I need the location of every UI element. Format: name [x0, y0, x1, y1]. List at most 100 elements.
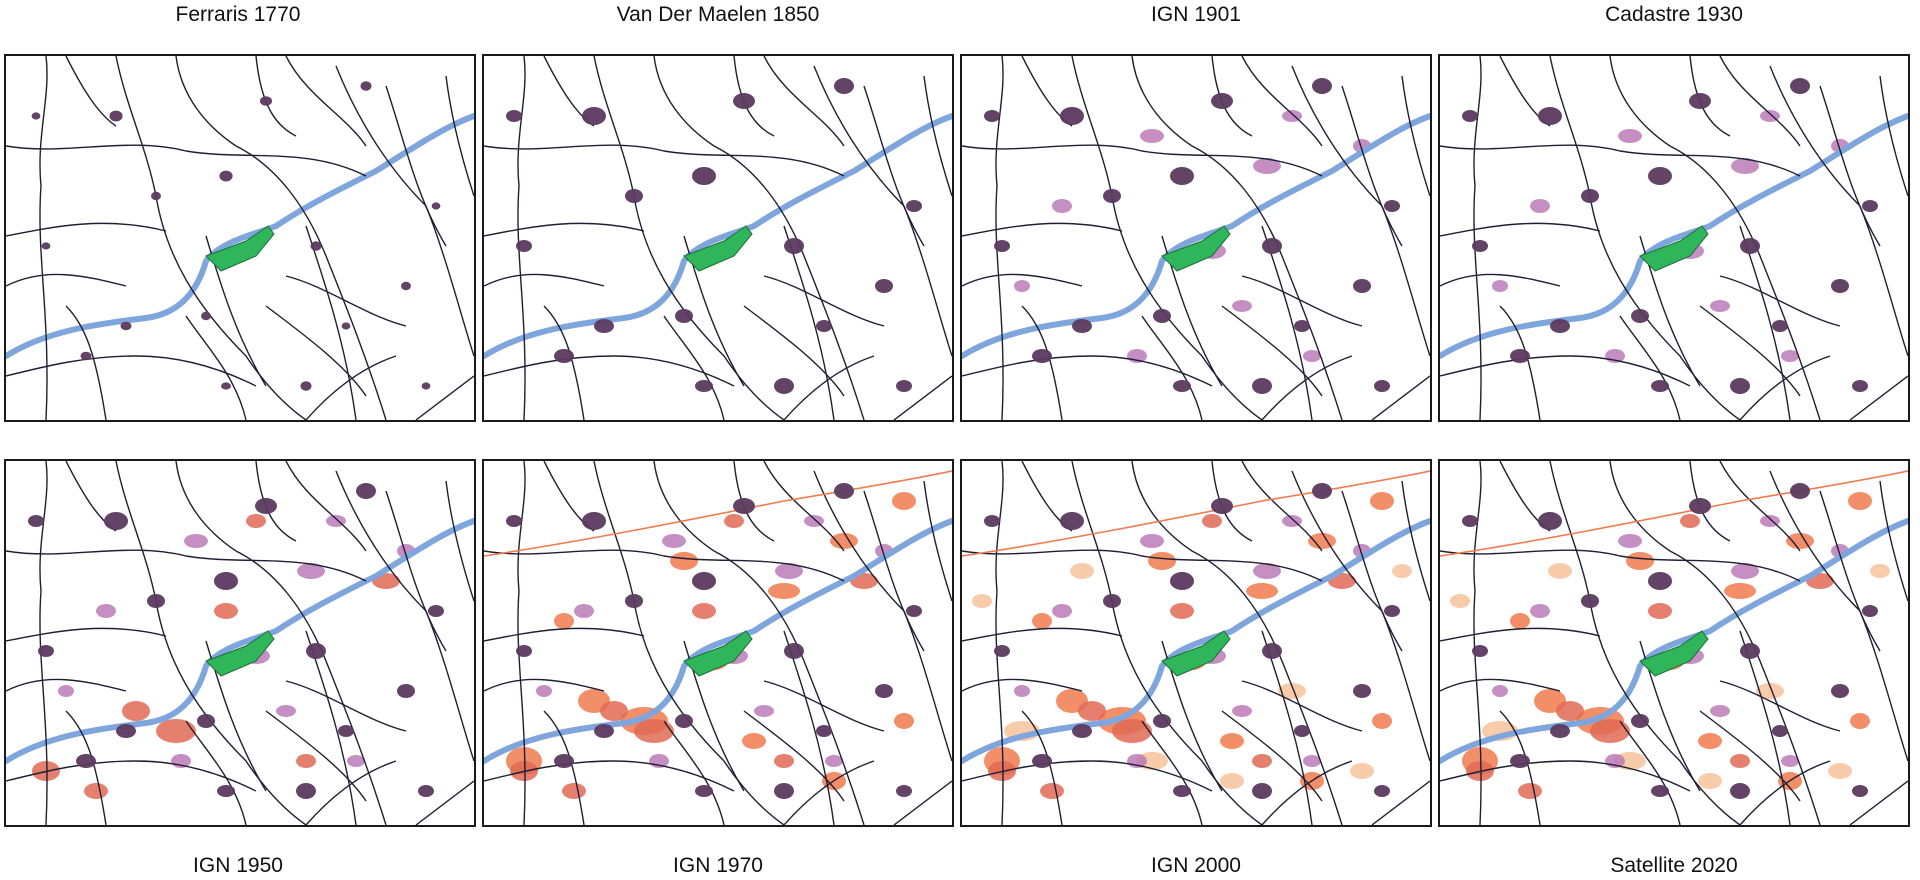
- historic-settlement: [1384, 200, 1400, 212]
- built-area-1970-2000: [1848, 492, 1872, 510]
- road: [115, 56, 157, 197]
- road: [995, 590, 1004, 825]
- built-area-1950: [1648, 603, 1672, 619]
- road: [1569, 355, 1691, 387]
- historic-settlement: [625, 189, 643, 203]
- town-centre: [1639, 630, 1709, 677]
- historic-settlement: [1689, 498, 1711, 514]
- road: [484, 760, 615, 782]
- built-area-1970-2000: [892, 492, 916, 510]
- built-area-1970-2000: [742, 733, 766, 749]
- historic-settlement: [214, 572, 238, 590]
- road: [1609, 56, 1671, 147]
- historic-settlement: [1550, 319, 1570, 333]
- road: [115, 461, 157, 602]
- historic-settlement: [116, 724, 136, 738]
- road: [923, 480, 952, 602]
- road: [1473, 185, 1482, 420]
- road: [1241, 275, 1363, 327]
- historic-settlement: [1170, 167, 1194, 185]
- road: [863, 85, 925, 247]
- historic-settlement: [1294, 725, 1310, 737]
- settlement-layer: [506, 483, 922, 799]
- historic-settlement: [338, 725, 354, 737]
- road: [65, 710, 107, 825]
- historic-settlement: [1353, 279, 1371, 293]
- historic-settlement: [1631, 714, 1649, 728]
- map-canvas: [484, 56, 952, 420]
- built-area-1950: [1590, 719, 1630, 743]
- road: [1879, 75, 1908, 197]
- recent-built-area: [1350, 763, 1374, 779]
- road: [385, 85, 447, 247]
- recent-built-area: [1220, 773, 1244, 789]
- built-area-1970-2000: [768, 583, 800, 599]
- road: [484, 355, 615, 377]
- road: [1589, 195, 1741, 420]
- road: [517, 56, 526, 187]
- town-centre: [205, 225, 275, 272]
- river: [484, 113, 952, 359]
- historic-settlement: [1472, 240, 1488, 252]
- river-layer: [962, 518, 1430, 764]
- historic-settlement: [306, 643, 326, 659]
- historic-settlement: [1032, 349, 1052, 363]
- road: [1111, 195, 1263, 420]
- road: [1191, 145, 1343, 420]
- road: [1241, 461, 1323, 552]
- historic-settlement: [516, 240, 532, 252]
- road: [1769, 470, 1861, 612]
- road: [255, 461, 297, 542]
- road: [593, 461, 635, 602]
- river-layer: [6, 113, 474, 359]
- road: [1719, 56, 1801, 147]
- historic-settlement: [1790, 483, 1810, 499]
- road: [6, 144, 367, 177]
- historic-settlement: [431, 202, 441, 210]
- historic-settlement: [692, 572, 716, 590]
- historic-settlement: [1510, 349, 1530, 363]
- town-centre: [683, 225, 753, 272]
- road: [205, 640, 267, 792]
- built-area-1970-2000: [670, 552, 698, 570]
- road: [543, 305, 585, 420]
- river: [962, 113, 1430, 359]
- road: [484, 222, 645, 237]
- historic-settlement: [784, 643, 804, 659]
- road: [783, 355, 875, 420]
- built-area-1901-1930: [1530, 199, 1550, 213]
- road: [265, 305, 367, 397]
- road: [683, 640, 745, 792]
- road: [962, 678, 1083, 692]
- road: [1341, 490, 1403, 652]
- historic-settlement: [1153, 714, 1171, 728]
- road: [1440, 273, 1561, 287]
- road: [305, 225, 357, 420]
- historic-settlement: [1472, 645, 1488, 657]
- road: [1211, 56, 1253, 137]
- historic-settlement: [1103, 594, 1121, 608]
- built-area-1950: [156, 719, 196, 743]
- road: [633, 195, 785, 420]
- built-area-1901-1930: [1014, 685, 1030, 697]
- road: [733, 461, 775, 542]
- road: [893, 375, 952, 420]
- panel-title-ign-1901: IGN 1901: [1151, 3, 1241, 26]
- road: [663, 720, 725, 825]
- built-area-1901-1930: [1014, 280, 1030, 292]
- built-area-1901-1930: [1232, 300, 1252, 312]
- built-area-1950: [692, 603, 716, 619]
- historic-settlement: [1060, 512, 1084, 530]
- river: [1440, 518, 1908, 764]
- road: [613, 355, 735, 387]
- built-area-1901-1930: [297, 563, 325, 579]
- road: [1639, 640, 1701, 792]
- road: [235, 145, 387, 420]
- road: [1071, 56, 1113, 197]
- built-area-1950: [296, 754, 316, 768]
- road: [39, 590, 48, 825]
- built-area-1901-1930: [1232, 705, 1252, 717]
- historic-settlement: [1211, 93, 1233, 109]
- road: [962, 273, 1083, 287]
- road: [1669, 550, 1821, 825]
